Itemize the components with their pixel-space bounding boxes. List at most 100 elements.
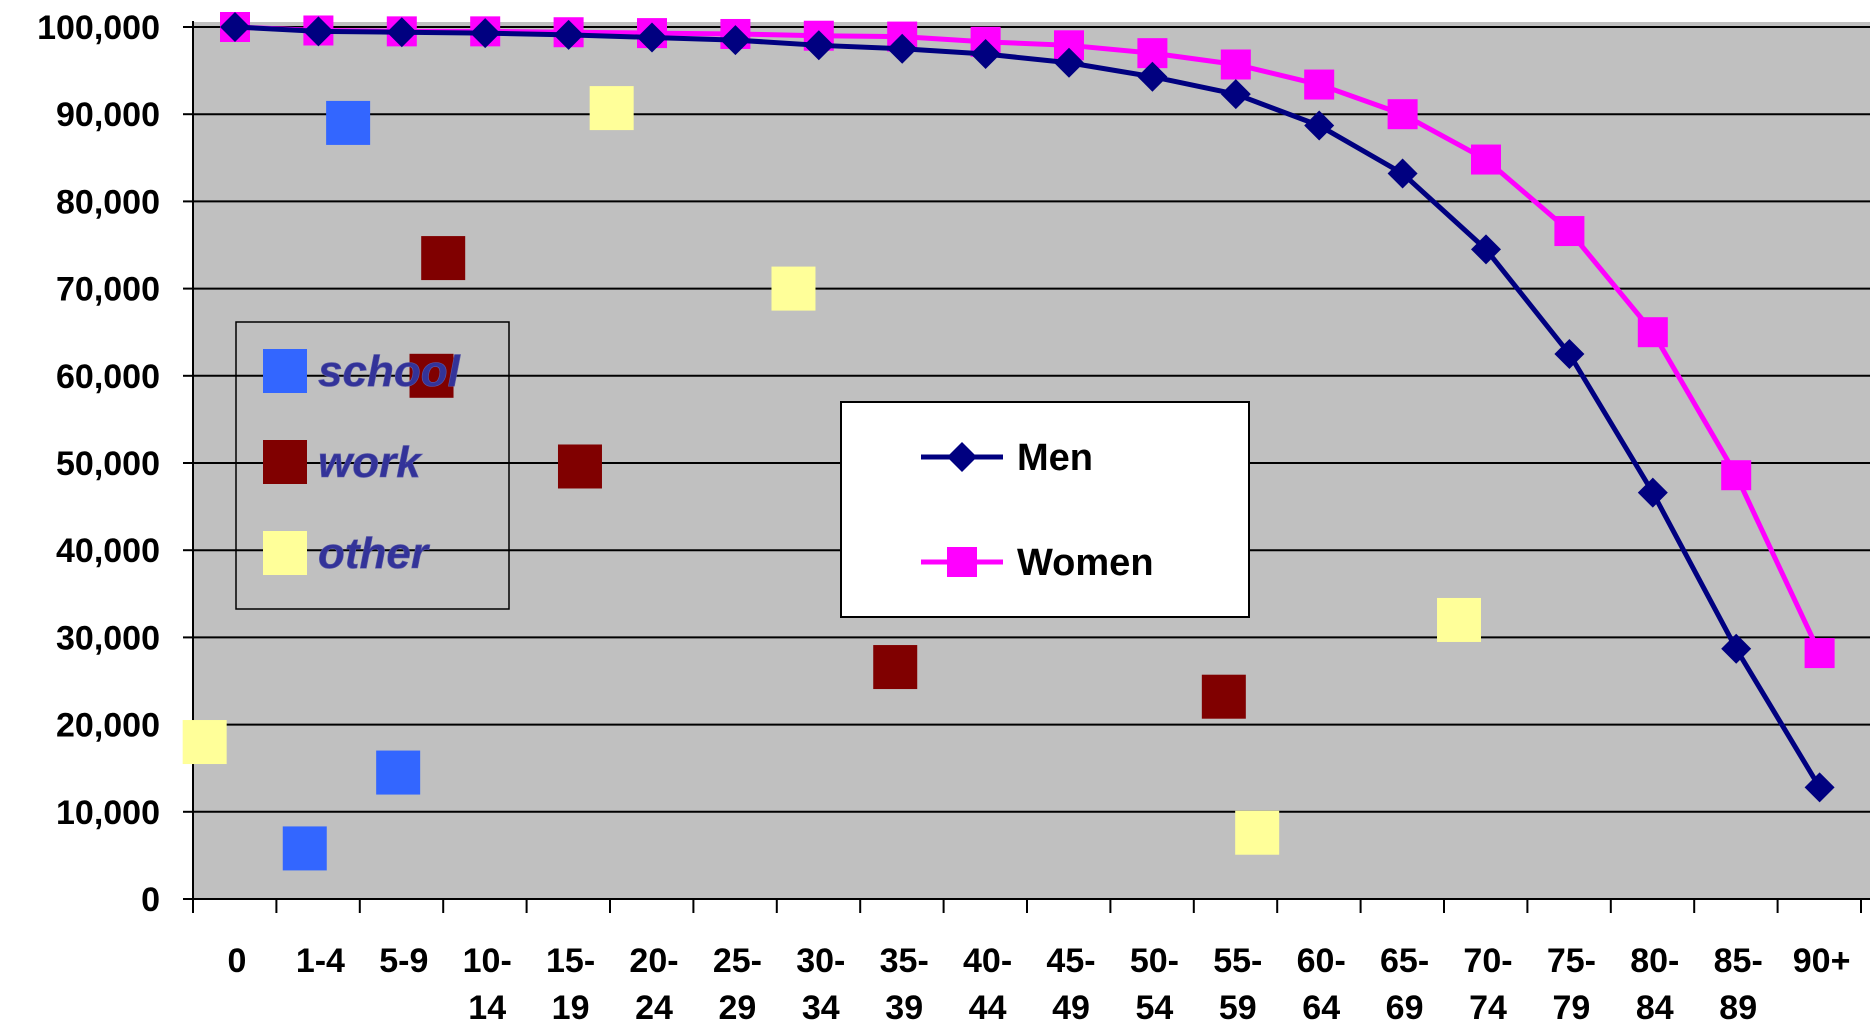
activity-marker-school	[376, 750, 421, 795]
y-tick-label: 30,000	[56, 619, 160, 657]
series-legend-label-women: Women	[1017, 542, 1154, 584]
activity-marker-other	[1437, 597, 1482, 642]
x-tick-label: 10-	[463, 942, 512, 980]
data-point-women	[1721, 460, 1752, 491]
x-tick-label-line2: 64	[1302, 989, 1340, 1026]
data-point-men	[1804, 772, 1835, 803]
x-tick-label: 30-	[796, 942, 845, 980]
x-tick-label: 15-	[546, 942, 595, 980]
activity-legend-swatch-other	[263, 531, 307, 575]
x-tick-label: 0	[228, 942, 247, 980]
x-tick-label: 20-	[629, 942, 678, 980]
activity-marker-work	[409, 353, 454, 398]
activity-marker-other	[771, 266, 816, 311]
x-tick-label-line2: 89	[1719, 989, 1757, 1026]
y-tick-label: 70,000	[56, 271, 160, 309]
y-axis-tick-labels: 0 10,000 20,000 30,000 40,000 50,000 60,000 70,…	[37, 9, 160, 919]
data-point-men	[637, 22, 667, 53]
y-tick-label: 60,000	[56, 358, 160, 396]
data-point-women	[1637, 317, 1668, 348]
series-legend-label-men: Men	[1017, 437, 1093, 479]
activity-legend: school work other	[235, 321, 510, 610]
series-legend-marker-women	[947, 547, 977, 577]
data-point-women	[1304, 69, 1335, 100]
y-tick-label: 10,000	[56, 794, 160, 832]
activity-marker-work	[557, 444, 602, 489]
data-point-men	[1137, 61, 1168, 92]
data-point-men	[970, 39, 1001, 70]
data-point-men	[1220, 79, 1251, 110]
x-tick-label: 5-9	[379, 942, 428, 980]
x-tick-label-line2: 24	[635, 989, 673, 1026]
x-tick-label-line2: 34	[802, 989, 840, 1026]
x-tick-label: 90+	[1793, 942, 1851, 980]
x-axis-tick-labels: 0 1-4 5-9 10- 14 15- 19 20- 24 25- 29 30- 34 35- 39 40-…	[228, 942, 1851, 1026]
activity-marker-school	[282, 826, 327, 871]
activity-marker-work	[873, 645, 918, 690]
x-tick-label-line2: 79	[1552, 989, 1590, 1026]
data-point-men	[470, 18, 501, 49]
data-point-women	[1804, 638, 1835, 669]
y-tick-label: 0	[141, 881, 160, 919]
x-tick-label: 60-	[1297, 942, 1346, 980]
y-tick-label: 40,000	[56, 532, 160, 570]
data-point-men	[803, 30, 834, 61]
x-tick-label-line2: 29	[718, 989, 756, 1026]
x-tick-label: 70-	[1463, 942, 1512, 980]
y-tick-label: 90,000	[56, 96, 160, 134]
y-tick-label: 50,000	[56, 445, 160, 483]
data-point-women	[1471, 144, 1501, 175]
activity-legend-label-work: work	[318, 438, 423, 487]
x-tick-label-line2: 69	[1386, 989, 1424, 1026]
activity-legend-box	[235, 321, 510, 610]
activity-legend-label-other: other	[318, 529, 431, 578]
data-point-men	[1387, 158, 1418, 189]
data-point-women	[1387, 99, 1418, 130]
data-point-men	[720, 25, 751, 56]
activity-legend-label-school: school	[318, 347, 461, 396]
x-tick-label: 80-	[1630, 942, 1679, 980]
activity-legend-swatch-work	[263, 440, 307, 484]
activity-marker-other	[589, 86, 634, 131]
x-tick-label-line2: 14	[468, 989, 506, 1026]
series-legend-marker-men	[947, 442, 977, 472]
data-point-men	[1471, 234, 1501, 265]
y-tick-label: 80,000	[56, 183, 160, 221]
x-tick-label-line2: 54	[1135, 989, 1173, 1026]
y-tick-label: 20,000	[56, 707, 160, 745]
data-point-men	[887, 33, 918, 64]
x-tick-label: 50-	[1130, 942, 1179, 980]
y-tick-label: 100,000	[37, 9, 160, 47]
activity-marker-other	[182, 720, 227, 765]
data-point-men	[1054, 47, 1084, 78]
x-tick-label: 65-	[1380, 942, 1429, 980]
x-tick-label: 25-	[713, 942, 762, 980]
data-point-men	[1721, 633, 1752, 664]
x-tick-label: 45-	[1046, 942, 1095, 980]
activity-marker-work	[1201, 674, 1246, 719]
data-point-women	[1220, 49, 1251, 80]
series-legend-box	[840, 401, 1250, 618]
activity-markers	[182, 86, 1482, 871]
series-lines	[220, 12, 1835, 803]
data-point-women	[1554, 216, 1585, 247]
x-tick-label-line2: 39	[885, 989, 923, 1026]
data-point-men	[386, 17, 417, 48]
x-tick-label-line2: 49	[1052, 989, 1090, 1026]
x-tick-label-line2: 84	[1636, 989, 1674, 1026]
data-point-men	[1304, 110, 1335, 141]
x-tick-label: 55-	[1213, 942, 1262, 980]
x-tick-label: 1-4	[296, 942, 345, 980]
x-tick-label-line2: 59	[1219, 989, 1257, 1026]
x-tick-label: 85-	[1714, 942, 1763, 980]
data-point-men	[303, 16, 334, 47]
data-point-men	[553, 19, 584, 50]
data-point-men	[1637, 477, 1668, 508]
activity-marker-work	[421, 236, 466, 281]
activity-marker-other	[1235, 810, 1280, 855]
x-tick-label: 40-	[963, 942, 1012, 980]
x-tick-label: 75-	[1547, 942, 1596, 980]
series-legend: Men Women	[840, 401, 1250, 618]
data-point-men	[220, 12, 250, 42]
